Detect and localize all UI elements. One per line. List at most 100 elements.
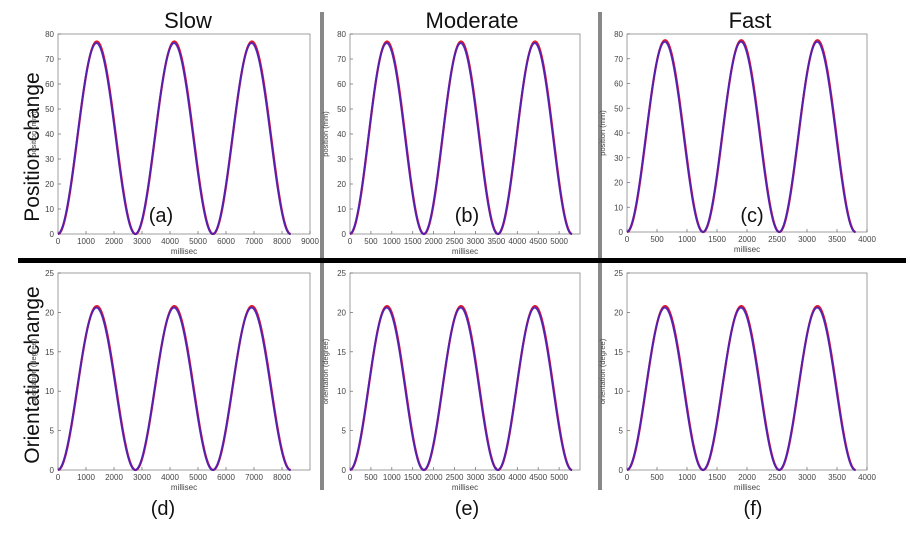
- x-tick-label-a: 2000: [105, 237, 123, 246]
- y-tick-label-c: 50: [614, 104, 623, 113]
- y-tick-label-a: 50: [45, 105, 54, 114]
- x-tick-label-e: 2000: [425, 473, 443, 482]
- x-tick-label-f: 1500: [708, 473, 726, 482]
- x-axis-label-e: millisec: [452, 483, 478, 492]
- x-tick-label-e: 4000: [508, 473, 526, 482]
- axes-box-d: [57, 272, 311, 471]
- y-tick-label-a: 80: [45, 30, 54, 39]
- y-tick-label-c: 40: [614, 129, 623, 138]
- x-tick-label-d: 3000: [133, 473, 151, 482]
- series-line-a-1: [57, 40, 291, 236]
- y-tick-label-e: 25: [337, 269, 346, 278]
- y-tick-label-a: 0: [50, 230, 55, 239]
- x-tick-label-e: 3000: [467, 473, 485, 482]
- x-tick-label-d: 4000: [161, 473, 179, 482]
- x-axis-label-c: millisec: [734, 245, 760, 254]
- chart-c: 0 500 1000 1500 2000 2500 3000 3500 4000 0 10 20 30 4…: [598, 30, 876, 254]
- x-tick-label-f: 3000: [798, 473, 816, 482]
- x-tick-label-b: 0: [348, 237, 353, 246]
- y-tick-label-c: 60: [614, 80, 623, 89]
- series-line-f-2: [626, 306, 856, 471]
- x-axis-label-f: millisec: [734, 483, 760, 492]
- x-tick-label-b: 1500: [404, 237, 422, 246]
- y-tick-label-e: 20: [337, 308, 346, 317]
- series-line-e-2: [349, 306, 573, 471]
- y-tick-label-d: 0: [50, 466, 55, 475]
- x-tick-label-e: 3500: [487, 473, 505, 482]
- x-tick-label-b: 3000: [467, 237, 485, 246]
- panel-label-e: (e): [454, 498, 480, 520]
- x-tick-label-c: 4000: [858, 235, 876, 244]
- x-tick-label-c: 3500: [828, 235, 846, 244]
- series-line-d-1: [57, 305, 291, 472]
- x-tick-label-a: 4000: [161, 237, 179, 246]
- x-tick-label-f: 0: [625, 473, 630, 482]
- y-tick-label-e: 10: [337, 387, 346, 396]
- x-tick-label-a: 7000: [245, 237, 263, 246]
- y-tick-label-c: 20: [614, 179, 623, 188]
- x-tick-label-e: 2500: [446, 473, 464, 482]
- x-tick-label-d: 6000: [217, 473, 235, 482]
- series-line-e-1: [349, 305, 573, 472]
- x-tick-label-d: 5000: [189, 473, 207, 482]
- x-tick-label-a: 6000: [217, 237, 235, 246]
- series-line-b-1: [349, 40, 573, 236]
- y-tick-label-f: 15: [614, 348, 623, 357]
- x-tick-label-a: 0: [56, 237, 61, 246]
- y-axis-label-a: position (mm): [29, 111, 38, 157]
- x-tick-label-c: 1000: [678, 235, 696, 244]
- column-separator-1: [320, 12, 324, 490]
- y-axis-label-e: orientation (degree): [321, 338, 330, 404]
- series-line-c-1: [626, 39, 856, 234]
- x-tick-label-f: 500: [650, 473, 664, 482]
- y-tick-label-e: 5: [342, 427, 347, 436]
- x-tick-label-d: 1000: [77, 473, 95, 482]
- y-tick-label-b: 10: [337, 205, 346, 214]
- y-tick-label-f: 5: [619, 427, 624, 436]
- y-tick-label-b: 50: [337, 105, 346, 114]
- y-tick-label-a: 40: [45, 130, 54, 139]
- series-line-f-1: [626, 305, 856, 472]
- x-axis-label-a: millisec: [171, 247, 197, 256]
- x-tick-label-e: 500: [364, 473, 378, 482]
- column-title-slow: Slow: [164, 8, 212, 33]
- panel-label-c: (c): [740, 205, 764, 227]
- x-tick-label-c: 3000: [798, 235, 816, 244]
- y-tick-label-e: 15: [337, 348, 346, 357]
- y-tick-label-a: 70: [45, 55, 54, 64]
- x-tick-label-d: 2000: [105, 473, 123, 482]
- chart-f: 0 500 1000 1500 2000 2500 3000 3500 4000 0 5 10 15 20…: [598, 269, 876, 492]
- x-tick-label-c: 2500: [768, 235, 786, 244]
- y-tick-label-d: 10: [45, 387, 54, 396]
- x-tick-label-b: 2000: [425, 237, 443, 246]
- x-tick-label-f: 4000: [858, 473, 876, 482]
- panel-label-a: (a): [148, 205, 174, 227]
- x-tick-label-b: 4000: [508, 237, 526, 246]
- series-line-c-2: [626, 40, 856, 233]
- y-axis-label-c: position (mm): [598, 110, 607, 156]
- y-tick-label-a: 10: [45, 205, 54, 214]
- y-axis-label-f: orientation (degree): [598, 338, 607, 404]
- x-tick-label-a: 8000: [273, 237, 291, 246]
- x-tick-label-b: 500: [364, 237, 378, 246]
- chart-b: 0 500 1000 1500 2000 2500 3000 3500 4000 4500 5000…: [321, 30, 581, 256]
- x-tick-label-b: 4500: [529, 237, 547, 246]
- x-tick-label-e: 0: [348, 473, 353, 482]
- y-tick-label-f: 20: [614, 308, 623, 317]
- y-tick-label-c: 80: [614, 30, 623, 39]
- x-tick-label-e: 1000: [383, 473, 401, 482]
- y-tick-label-a: 60: [45, 80, 54, 89]
- x-tick-label-c: 0: [625, 235, 630, 244]
- x-tick-label-e: 4500: [529, 473, 547, 482]
- y-tick-label-b: 80: [337, 30, 346, 39]
- panel-label-b: (b): [454, 205, 480, 227]
- axes-box-c: [626, 33, 868, 233]
- y-tick-label-b: 0: [342, 230, 347, 239]
- column-title-moderate: Moderate: [425, 8, 519, 33]
- y-tick-label-d: 20: [45, 308, 54, 317]
- axes-box-e: [349, 272, 581, 471]
- y-tick-label-c: 70: [614, 55, 623, 64]
- y-tick-label-d: 5: [50, 427, 55, 436]
